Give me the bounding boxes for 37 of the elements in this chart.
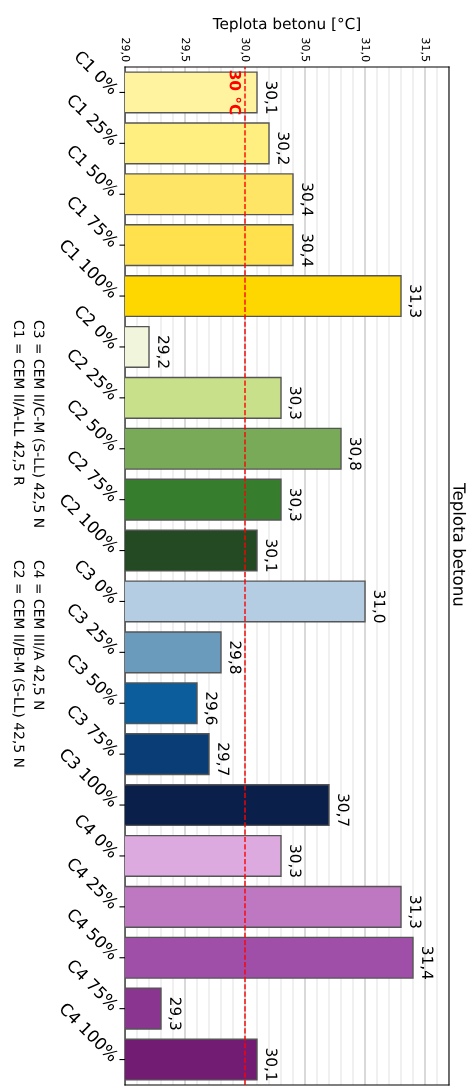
data-label: 29,7 (216, 743, 230, 775)
data-label: 30,8 (348, 438, 362, 470)
x-tick-label: 31,0 (360, 38, 371, 62)
data-label: 29,8 (228, 641, 242, 674)
text: Teplota betonu (449, 483, 467, 606)
data-label: 30,4 (300, 183, 314, 216)
data-label: 31,3 (408, 285, 422, 317)
x-tick-label: 30,5 (300, 38, 311, 62)
x-tick-label: 29,0 (120, 38, 131, 62)
x-tick-label: 31,5 (420, 38, 431, 62)
x-axis-title: Teplota betonu [°C] (212, 17, 360, 33)
text: C3 = CEM II/C-M (S-LL) 42,5 N (32, 320, 45, 527)
x-tick-label: 30,0 (240, 38, 251, 62)
data-label: 30,3 (288, 387, 302, 419)
data-label: 30,1 (264, 539, 278, 572)
text: C2 = CEM II/B-M (S-LL) 42,5 N (12, 560, 25, 767)
text: C4 = CEM III/A 42,5 N (32, 560, 45, 710)
data-label: 29,2 (156, 336, 170, 368)
x-tick-label: 29,5 (180, 38, 191, 62)
y-tick-label: C2 0% (73, 303, 120, 350)
text: C1 = CEM II/A-LL 42,5 R (12, 320, 25, 486)
data-label: 30,3 (288, 488, 302, 521)
data-label: 30,3 (288, 845, 302, 877)
data-label: 29,6 (204, 692, 218, 725)
data-label: 30,1 (264, 81, 278, 114)
data-label: 30,7 (336, 794, 350, 826)
data-label: 30,2 (276, 132, 290, 164)
data-label: 31,4 (420, 947, 434, 979)
data-label: 30,1 (264, 1048, 278, 1081)
data-label: 31,3 (408, 896, 422, 928)
y-tick-label: C4 0% (73, 812, 120, 859)
data-label: 29,3 (168, 997, 182, 1030)
y-tick-label: C3 0% (73, 558, 120, 605)
ref-line-label: 30 °C (229, 70, 242, 115)
data-label: 31,0 (372, 590, 386, 623)
y-tick-label: C1 0% (73, 49, 120, 96)
data-label: 30,4 (300, 234, 314, 267)
